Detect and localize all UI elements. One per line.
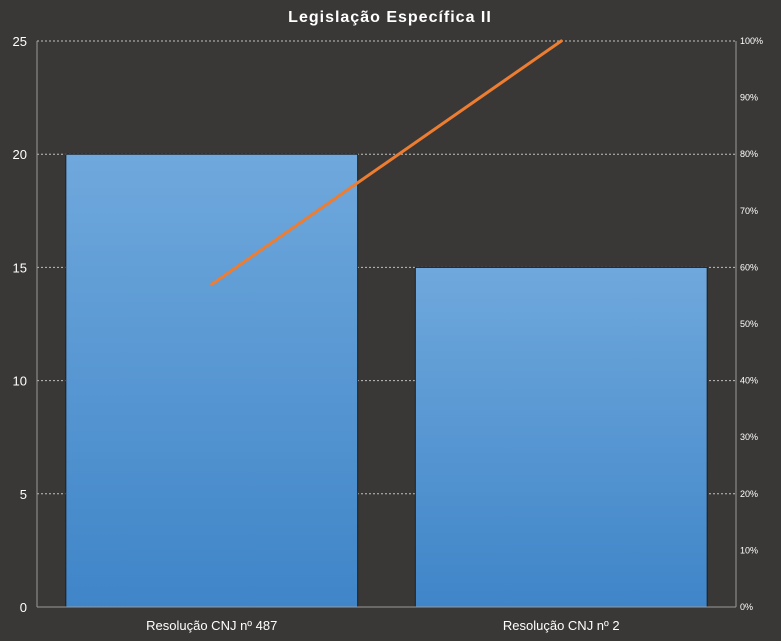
y2-tick-label: 70% [740,206,758,216]
tick-labels: 0 5 10 15 20 25 0% 10% 20% 30% 40% 50% 60% 70% 80% 90% 1… [13,34,764,633]
y-tick-label: 10 [13,374,27,389]
y2-tick-label: 40% [740,376,758,386]
y2-tick-label: 100% [740,36,763,46]
bars [65,153,708,608]
y-tick-label: 5 [20,487,27,502]
x-tick-label: Resolução CNJ nº 2 [503,618,620,633]
axes [36,41,737,608]
cumulative-line [210,39,563,286]
bar [414,266,708,608]
y-tick-label: 15 [13,260,27,275]
x-tick-label: Resolução CNJ nº 487 [146,618,277,633]
y2-tick-label: 10% [740,545,758,555]
y2-tick-label: 60% [740,262,758,272]
y-tick-label: 20 [13,147,27,162]
y2-tick-label: 50% [740,319,758,329]
y-tick-label: 0 [20,600,27,615]
cumulative-percentage-line [210,39,563,286]
y2-tick-label: 0% [740,602,753,612]
chart-title: Legislação Específica II [288,9,492,26]
bar [65,153,359,608]
y2-tick-label: 80% [740,149,758,159]
y2-tick-label: 20% [740,489,758,499]
y-tick-label: 25 [13,34,27,49]
y2-tick-label: 30% [740,432,758,442]
y2-tick-label: 90% [740,93,758,103]
